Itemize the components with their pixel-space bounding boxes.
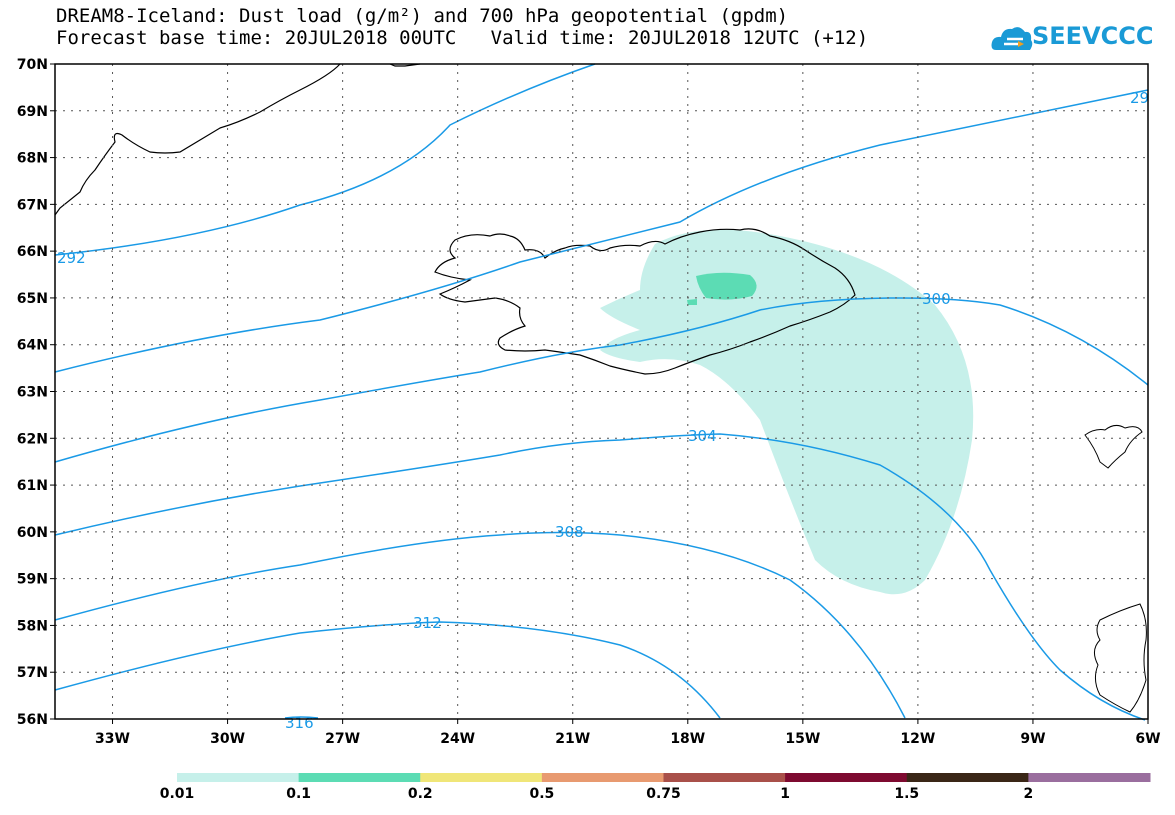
- lon-label: 12W: [900, 731, 935, 747]
- lon-label: 21W: [555, 731, 590, 747]
- contour-label-300: 300: [922, 290, 951, 308]
- lon-label: 9W: [1020, 731, 1045, 747]
- lat-label: 65N: [17, 291, 48, 307]
- geopotential-contours: [54, 63, 1149, 721]
- colorbar-swatch: [785, 773, 908, 782]
- colorbar-threshold-label: 0.1: [286, 786, 312, 802]
- lat-label: 69N: [17, 104, 48, 120]
- lat-label: 63N: [17, 385, 48, 401]
- contour-label-292: 292: [57, 249, 86, 267]
- lon-label: 6W: [1135, 731, 1160, 747]
- lat-label: 68N: [17, 151, 48, 167]
- colorbar-swatch: [1028, 773, 1151, 782]
- lat-label: 56N: [17, 712, 48, 728]
- colorbar-threshold-label: 0.2: [407, 786, 433, 802]
- chart-subtitle: Forecast base time: 20JUL2018 00UTC Vali…: [56, 27, 869, 49]
- lon-label: 30W: [210, 731, 245, 747]
- chart-title: DREAM8-Iceland: Dust load (g/m²) and 700…: [56, 5, 789, 27]
- lat-label: 67N: [17, 197, 48, 213]
- colorbar-swatch: [906, 773, 1029, 782]
- longitude-labels: 33W 30W 27W 24W 21W 18W 15W 12W 9W 6W: [95, 731, 1161, 747]
- lat-label: 70N: [17, 57, 48, 73]
- lon-label: 18W: [670, 731, 705, 747]
- latitude-labels: 70N 69N 68N 67N 66N 65N 64N 63N 62N 61N 60N 59N 58N 5…: [17, 57, 48, 728]
- contour-label-304: 304: [688, 427, 717, 445]
- lon-label: 15W: [785, 731, 820, 747]
- contour-label-312: 312: [413, 614, 442, 632]
- contour-labels: 292 300 304 308 312 316 29: [57, 89, 1149, 732]
- colorbar-threshold-label: 1.5: [894, 786, 920, 802]
- colorbar-swatch: [663, 773, 786, 782]
- axis-ticks: [50, 63, 1149, 724]
- colorbar-swatch: [177, 773, 300, 782]
- lon-label: 33W: [95, 731, 130, 747]
- colorbar-swatch: [420, 773, 543, 782]
- lat-label: 61N: [17, 478, 48, 494]
- colorbar-swatch: [541, 773, 664, 782]
- colorbar-threshold-label: 0.5: [529, 786, 555, 802]
- dust-load-area: [600, 229, 974, 595]
- colorbar-threshold-label: 0.75: [646, 786, 681, 802]
- scotland-coastline: [1094, 603, 1147, 713]
- lat-label: 66N: [17, 244, 48, 260]
- faroe-coastline: [1084, 424, 1143, 469]
- colorbar-threshold-label: 1: [780, 786, 790, 802]
- graticule: [55, 64, 1148, 719]
- lat-label: 60N: [17, 525, 48, 541]
- logo-text: SEEVCCC: [1032, 22, 1154, 50]
- lat-label: 59N: [17, 572, 48, 588]
- lat-label: 58N: [17, 618, 48, 634]
- lon-label: 27W: [325, 731, 360, 747]
- colorbar-threshold-label: 2: [1023, 786, 1034, 802]
- lat-label: 57N: [17, 665, 48, 681]
- contour-label-308: 308: [555, 523, 584, 541]
- lat-label: 62N: [17, 431, 48, 447]
- contour-label-29: 29: [1130, 89, 1149, 107]
- colorbar-swatch: [298, 773, 421, 782]
- lon-label: 24W: [440, 731, 475, 747]
- cloud-logo-icon: [991, 27, 1033, 50]
- greenland-coastline: [54, 63, 421, 216]
- colorbar-threshold-label: 0.01: [159, 786, 195, 802]
- colorbar: [177, 773, 1151, 782]
- contour-label-316: 316: [285, 714, 314, 732]
- lat-label: 64N: [17, 338, 48, 354]
